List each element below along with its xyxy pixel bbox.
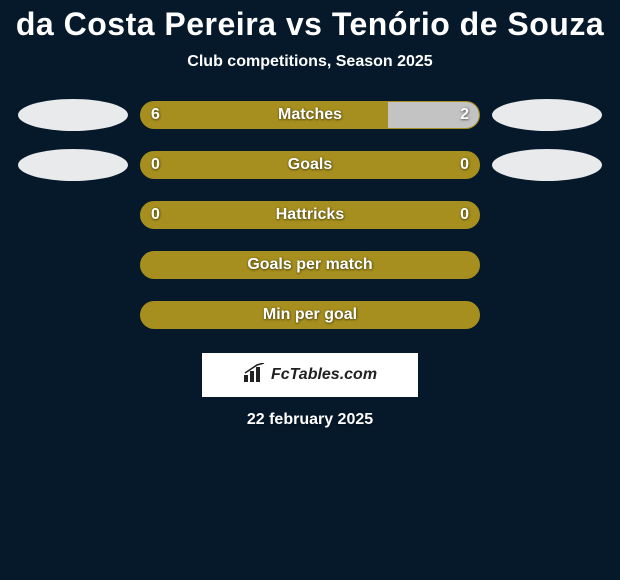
stat-bar: Hattricks00 <box>140 201 480 229</box>
stat-bar: Goals per match <box>140 251 480 279</box>
stat-row: Hattricks00 <box>0 199 620 231</box>
stat-row: Min per goal <box>0 299 620 331</box>
attribution-badge: FcTables.com <box>202 353 418 397</box>
bar-left-fill <box>141 202 479 228</box>
bar-left-fill <box>141 102 388 128</box>
date-label: 22 february 2025 <box>0 411 620 429</box>
stat-rows: Matches62 Goals00 Hattricks00 Goals per mat… <box>0 99 620 331</box>
player-left-ellipse <box>18 99 128 131</box>
bar-left-fill <box>141 152 479 178</box>
bar-left-fill <box>141 302 479 328</box>
bar-right-fill <box>388 102 479 128</box>
stat-row: Goals00 <box>0 149 620 181</box>
stat-bar: Goals00 <box>140 151 480 179</box>
stat-bar: Matches62 <box>140 101 480 129</box>
stat-row: Goals per match <box>0 249 620 281</box>
stat-bar: Min per goal <box>140 301 480 329</box>
player-left-ellipse <box>18 149 128 181</box>
subtitle: Club competitions, Season 2025 <box>0 53 620 71</box>
player-right-ellipse <box>492 149 602 181</box>
comparison-infographic: da Costa Pereira vs Tenório de Souza Clu… <box>0 0 620 580</box>
player-right-ellipse <box>492 99 602 131</box>
bar-left-fill <box>141 252 479 278</box>
stat-row: Matches62 <box>0 99 620 131</box>
attribution-text: FcTables.com <box>271 366 377 384</box>
page-title: da Costa Pereira vs Tenório de Souza <box>0 6 620 43</box>
chart-icon <box>243 363 267 388</box>
